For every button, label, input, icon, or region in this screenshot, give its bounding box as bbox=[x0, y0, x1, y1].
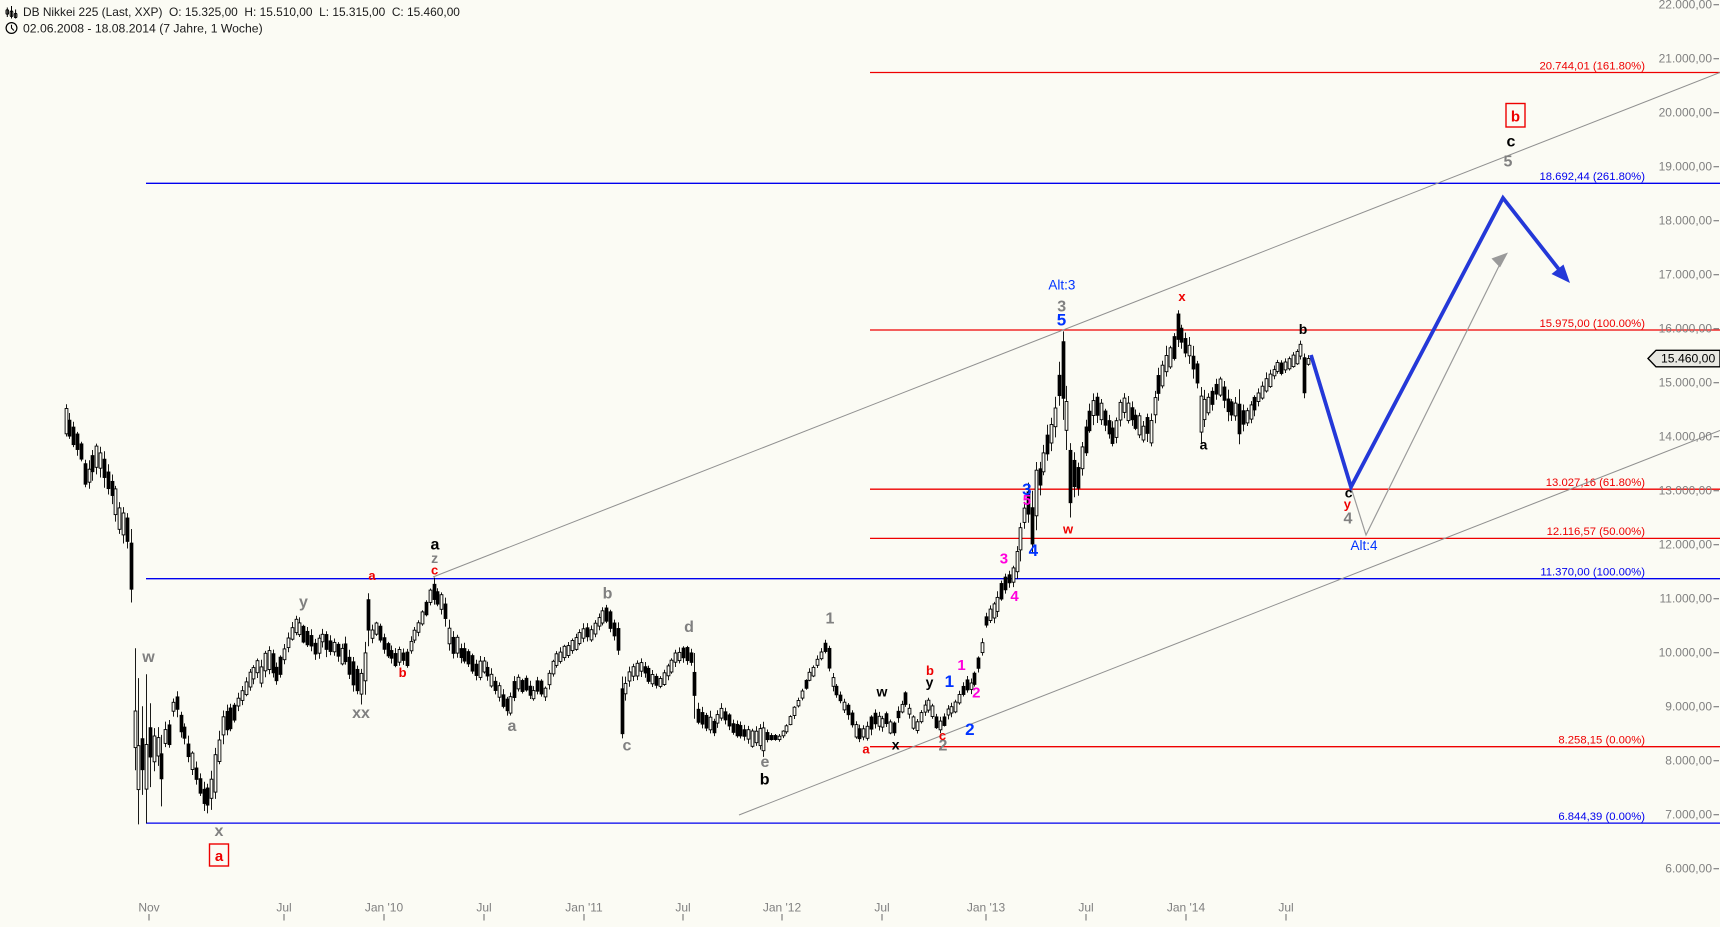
svg-text:3: 3 bbox=[1057, 299, 1066, 316]
svg-text:11.000,00: 11.000,00 bbox=[1660, 592, 1713, 606]
svg-text:22.000,00: 22.000,00 bbox=[1659, 0, 1713, 12]
svg-text:02.06.2008 - 18.08.2014 (7 Jah: 02.06.2008 - 18.08.2014 (7 Jahre, 1 Woch… bbox=[23, 22, 263, 36]
svg-text:b: b bbox=[1299, 321, 1308, 337]
svg-text:y: y bbox=[926, 674, 934, 690]
svg-text:5: 5 bbox=[1023, 492, 1031, 509]
svg-text:1: 1 bbox=[826, 611, 835, 628]
svg-text:a: a bbox=[215, 848, 224, 865]
svg-text:16.000,00: 16.000,00 bbox=[1659, 322, 1713, 336]
svg-text:a: a bbox=[431, 537, 440, 554]
svg-text:w: w bbox=[876, 684, 888, 700]
svg-text:b: b bbox=[926, 663, 934, 678]
svg-text:4: 4 bbox=[1029, 541, 1039, 560]
svg-text:12.116,57 (50.00%): 12.116,57 (50.00%) bbox=[1547, 526, 1646, 538]
svg-text:1: 1 bbox=[945, 672, 954, 691]
svg-text:20.000,00: 20.000,00 bbox=[1659, 106, 1713, 120]
svg-text:8.000,00: 8.000,00 bbox=[1665, 754, 1712, 768]
svg-text:Jan '13: Jan '13 bbox=[967, 901, 1006, 915]
svg-text:w: w bbox=[1062, 522, 1074, 537]
svg-text:11.370,00 (100.00%): 11.370,00 (100.00%) bbox=[1540, 567, 1645, 579]
svg-text:9.000,00: 9.000,00 bbox=[1665, 700, 1712, 714]
svg-text:6.000,00: 6.000,00 bbox=[1665, 862, 1712, 876]
svg-text:10.000,00: 10.000,00 bbox=[1659, 646, 1713, 660]
svg-text:c: c bbox=[431, 563, 438, 578]
svg-text:18.000,00: 18.000,00 bbox=[1659, 214, 1713, 228]
svg-text:8.258,15 (0.00%): 8.258,15 (0.00%) bbox=[1558, 735, 1645, 747]
svg-text:15.460,00: 15.460,00 bbox=[1661, 352, 1715, 366]
svg-text:5: 5 bbox=[1504, 154, 1513, 171]
svg-text:1: 1 bbox=[957, 657, 965, 674]
svg-text:3: 3 bbox=[1000, 551, 1008, 568]
svg-text:6.844,39 (0.00%): 6.844,39 (0.00%) bbox=[1558, 811, 1645, 823]
svg-text:Alt:3: Alt:3 bbox=[1048, 278, 1075, 293]
svg-text:b: b bbox=[1511, 109, 1520, 126]
svg-text:20.744,01 (161.80%): 20.744,01 (161.80%) bbox=[1539, 60, 1645, 72]
svg-text:Jul: Jul bbox=[276, 901, 291, 915]
svg-text:13.000,00: 13.000,00 bbox=[1659, 484, 1713, 498]
svg-text:b: b bbox=[760, 772, 770, 789]
svg-text:Jul: Jul bbox=[1078, 901, 1093, 915]
svg-text:Jan '10: Jan '10 bbox=[365, 901, 404, 915]
svg-text:4: 4 bbox=[1344, 511, 1353, 528]
svg-text:14.000,00: 14.000,00 bbox=[1659, 430, 1713, 444]
svg-text:12.000,00: 12.000,00 bbox=[1659, 538, 1713, 552]
svg-text:7.000,00: 7.000,00 bbox=[1665, 808, 1712, 822]
svg-text:15.975,00 (100.00%): 15.975,00 (100.00%) bbox=[1539, 318, 1645, 330]
svg-text:a: a bbox=[508, 718, 517, 735]
svg-text:3: 3 bbox=[1022, 480, 1031, 499]
svg-text:c: c bbox=[939, 728, 946, 743]
svg-text:15.000,00: 15.000,00 bbox=[1659, 376, 1713, 390]
svg-text:x: x bbox=[892, 737, 900, 753]
svg-text:Jul: Jul bbox=[476, 901, 491, 915]
svg-text:e: e bbox=[761, 754, 770, 771]
svg-text:b: b bbox=[603, 586, 613, 603]
svg-text:18.692,44 (261.80%): 18.692,44 (261.80%) bbox=[1539, 171, 1645, 183]
svg-text:4: 4 bbox=[1010, 588, 1019, 605]
svg-text:a: a bbox=[862, 742, 870, 757]
svg-text:z: z bbox=[431, 550, 438, 566]
svg-text:2: 2 bbox=[972, 685, 980, 702]
svg-text:2: 2 bbox=[939, 738, 948, 755]
svg-text:Nov: Nov bbox=[138, 901, 159, 915]
svg-text:Jan '11: Jan '11 bbox=[565, 901, 603, 915]
svg-text:Jul: Jul bbox=[1278, 901, 1293, 915]
svg-text:y: y bbox=[299, 594, 308, 611]
svg-text:xx: xx bbox=[352, 705, 370, 722]
svg-text:d: d bbox=[684, 619, 694, 636]
svg-text:c: c bbox=[1345, 485, 1353, 501]
svg-text:21.000,00: 21.000,00 bbox=[1659, 52, 1713, 66]
svg-text:Jul: Jul bbox=[675, 901, 690, 915]
svg-text:a: a bbox=[368, 568, 376, 583]
svg-text:Jan '14: Jan '14 bbox=[1167, 901, 1206, 915]
svg-text:x: x bbox=[215, 823, 224, 840]
svg-text:2: 2 bbox=[965, 720, 974, 739]
svg-text:x: x bbox=[1178, 289, 1186, 304]
svg-text:Jan '12: Jan '12 bbox=[763, 901, 802, 915]
svg-text:c: c bbox=[1507, 134, 1516, 151]
svg-text:b: b bbox=[399, 665, 407, 680]
svg-text:w: w bbox=[141, 649, 155, 666]
svg-text:y: y bbox=[1344, 497, 1352, 512]
svg-text:c: c bbox=[623, 738, 632, 755]
svg-text:13.027,16 (61.80%): 13.027,16 (61.80%) bbox=[1546, 477, 1645, 489]
svg-text:DB Nikkei 225 (Last, XXP) O:: DB Nikkei 225 (Last, XXP) O: 15.325,00 H… bbox=[23, 5, 460, 19]
svg-text:a: a bbox=[1200, 437, 1208, 453]
svg-text:19.000,00: 19.000,00 bbox=[1659, 160, 1713, 174]
svg-text:Alt:4: Alt:4 bbox=[1350, 538, 1378, 553]
svg-text:5: 5 bbox=[1057, 311, 1066, 330]
svg-text:Jul: Jul bbox=[874, 901, 889, 915]
svg-text:17.000,00: 17.000,00 bbox=[1659, 268, 1713, 282]
